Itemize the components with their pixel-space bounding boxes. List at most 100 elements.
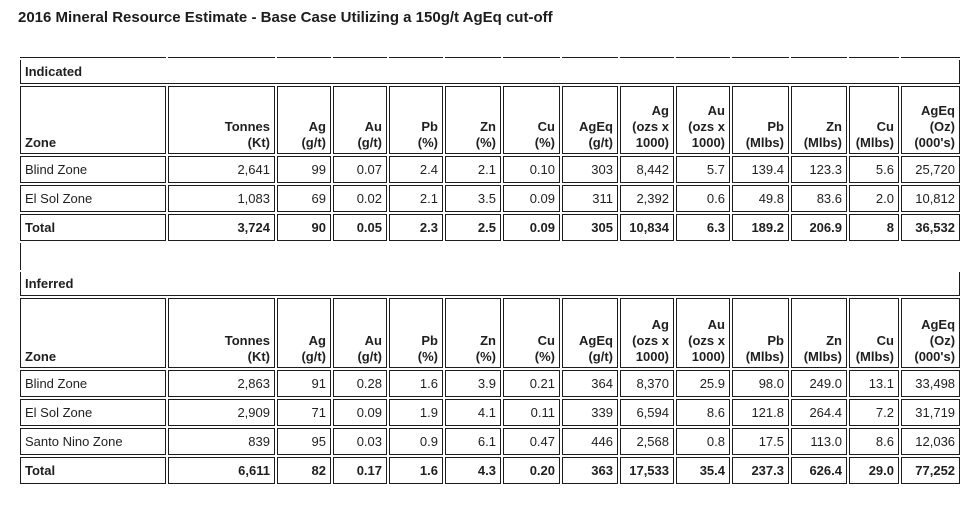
- column-header-zn-pct: Zn (%): [445, 298, 501, 368]
- value-cell-zn-pct: 6.1: [445, 428, 501, 455]
- value-cell-pb-mlbs: 17.5: [732, 428, 789, 455]
- border-tick: [445, 54, 501, 58]
- column-header-cu-mlbs: Cu (Mlbs): [849, 86, 899, 154]
- value-cell-ageq-gpt: 446: [562, 428, 618, 455]
- border-tick: [333, 54, 387, 58]
- zone-cell: Total: [20, 457, 166, 484]
- value-cell-au-koz: 5.7: [676, 156, 730, 183]
- column-header-cu-pct: Cu (%): [503, 86, 560, 154]
- section-title: Indicated: [20, 60, 960, 84]
- border-tick: [620, 54, 674, 58]
- value-cell-zn-mlbs: 83.6: [791, 185, 847, 212]
- value-cell-ag-gpt: 91: [277, 370, 331, 397]
- value-cell-ag-koz: 2,392: [620, 185, 674, 212]
- column-header-pb-pct: Pb (%): [389, 298, 443, 368]
- value-cell-cu-pct: 0.11: [503, 399, 560, 426]
- value-cell-cu-mlbs: 2.0: [849, 185, 899, 212]
- table-row: El Sol Zone 1,083 69 0.02 2.1 3.5 0.09 311 2,392…: [20, 185, 960, 212]
- column-header-zone: Zone: [20, 86, 166, 154]
- section-row: Inferred: [20, 272, 961, 296]
- value-cell-tonnes-kt: 839: [168, 428, 275, 455]
- document-page: 2016 Mineral Resource Estimate - Base Ca…: [18, 9, 962, 484]
- column-header-pb-mlbs: Pb (Mlbs): [732, 86, 789, 154]
- value-cell-ageq-gpt: 364: [562, 370, 618, 397]
- value-cell-ag-koz: 17,533: [620, 457, 674, 484]
- column-header-cu-mlbs: Cu (Mlbs): [849, 298, 899, 368]
- column-header-zn-mlbs: Zn (Mlbs): [791, 298, 847, 368]
- value-cell-ag-gpt: 90: [277, 214, 331, 241]
- column-header-au-koz: Au (ozs x 1000): [676, 86, 730, 154]
- column-header-ageq-gpt: AgEq (g/t): [562, 298, 618, 368]
- value-cell-ag-koz: 6,594: [620, 399, 674, 426]
- value-cell-zn-pct: 2.1: [445, 156, 501, 183]
- border-tick: [20, 54, 166, 58]
- value-cell-tonnes-kt: 2,863: [168, 370, 275, 397]
- value-cell-ag-gpt: 95: [277, 428, 331, 455]
- value-cell-cu-pct: 0.20: [503, 457, 560, 484]
- value-cell-zn-pct: 4.3: [445, 457, 501, 484]
- border-tick: [732, 54, 789, 58]
- border-tick: [676, 54, 730, 58]
- value-cell-au-koz: 35.4: [676, 457, 730, 484]
- table-row: Blind Zone 2,863 91 0.28 1.6 3.9 0.21 364 8,370 2…: [20, 370, 961, 397]
- zone-cell: El Sol Zone: [20, 185, 166, 212]
- value-cell-ageq-koz: 77,252: [901, 457, 961, 484]
- page-title: 2016 Mineral Resource Estimate - Base Ca…: [18, 9, 553, 26]
- column-header-ag-gpt: Ag (g/t): [277, 86, 331, 154]
- column-header-cu-pct: Cu (%): [503, 298, 560, 368]
- column-header-ag-koz: Ag (ozs x 1000): [620, 86, 674, 154]
- value-cell-au-koz: 25.9: [676, 370, 730, 397]
- value-cell-pb-pct: 2.4: [389, 156, 443, 183]
- value-cell-au-gpt: 0.17: [333, 457, 387, 484]
- value-cell-au-gpt: 0.03: [333, 428, 387, 455]
- value-cell-ageq-gpt: 303: [562, 156, 618, 183]
- value-cell-ag-koz: 8,370: [620, 370, 674, 397]
- value-cell-ageq-koz: 36,532: [901, 214, 960, 241]
- indicated-table: Indicated Zone Tonnes (Kt) Ag (g/t) Au (g/t) Pb(…: [18, 52, 962, 243]
- total-row: Total 6,611 82 0.17 1.6 4.3 0.20 363 17,533 35.4 2…: [20, 457, 961, 484]
- value-cell-cu-mlbs: 7.2: [849, 399, 899, 426]
- value-cell-zn-mlbs: 249.0: [791, 370, 847, 397]
- value-cell-pb-mlbs: 121.8: [732, 399, 789, 426]
- zone-cell: Blind Zone: [20, 370, 166, 397]
- value-cell-pb-pct: 0.9: [389, 428, 443, 455]
- column-header-au-gpt: Au (g/t): [333, 86, 387, 154]
- value-cell-ag-gpt: 69: [277, 185, 331, 212]
- zone-cell: El Sol Zone: [20, 399, 166, 426]
- value-cell-cu-pct: 0.47: [503, 428, 560, 455]
- value-cell-cu-mlbs: 13.1: [849, 370, 899, 397]
- value-cell-pb-mlbs: 189.2: [732, 214, 789, 241]
- column-header-zn-mlbs: Zn (Mlbs): [791, 86, 847, 154]
- zone-cell: Total: [20, 214, 166, 241]
- value-cell-au-gpt: 0.09: [333, 399, 387, 426]
- value-cell-cu-pct: 0.21: [503, 370, 560, 397]
- top-border-tick-row: [20, 54, 960, 58]
- value-cell-cu-mlbs: 5.6: [849, 156, 899, 183]
- value-cell-ag-gpt: 99: [277, 156, 331, 183]
- spacer-row: [20, 243, 22, 270]
- value-cell-pb-mlbs: 139.4: [732, 156, 789, 183]
- value-cell-cu-mlbs: 8.6: [849, 428, 899, 455]
- value-cell-pb-pct: 2.3: [389, 214, 443, 241]
- value-cell-zn-mlbs: 264.4: [791, 399, 847, 426]
- header-row: Zone Tonnes (Kt) Ag (g/t) Au (g/t) Pb (%) Zn (%) Cu…: [20, 298, 961, 368]
- value-cell-cu-mlbs: 8: [849, 214, 899, 241]
- value-cell-au-koz: 0.8: [676, 428, 730, 455]
- value-cell-pb-mlbs: 98.0: [732, 370, 789, 397]
- border-tick: [562, 54, 618, 58]
- value-cell-pb-mlbs: 49.8: [732, 185, 789, 212]
- section-row: Indicated: [20, 60, 960, 84]
- value-cell-zn-pct: 3.9: [445, 370, 501, 397]
- total-row: Total 3,724 90 0.05 2.3 2.5 0.09 305 10,834 6.3 18…: [20, 214, 960, 241]
- border-tick: [849, 54, 899, 58]
- column-header-ageq-koz: AgEq (Oz) (000's): [901, 298, 961, 368]
- value-cell-ageq-gpt: 305: [562, 214, 618, 241]
- value-cell-zn-mlbs: 206.9: [791, 214, 847, 241]
- header-row: Zone Tonnes (Kt) Ag (g/t) Au (g/t) Pb (%) Zn (%) Cu…: [20, 86, 960, 154]
- border-tick: [389, 54, 443, 58]
- value-cell-pb-pct: 1.6: [389, 370, 443, 397]
- column-header-tonnes-kt: Tonnes (Kt): [168, 298, 275, 368]
- value-cell-cu-pct: 0.10: [503, 156, 560, 183]
- value-cell-au-koz: 6.3: [676, 214, 730, 241]
- value-cell-cu-pct: 0.09: [503, 214, 560, 241]
